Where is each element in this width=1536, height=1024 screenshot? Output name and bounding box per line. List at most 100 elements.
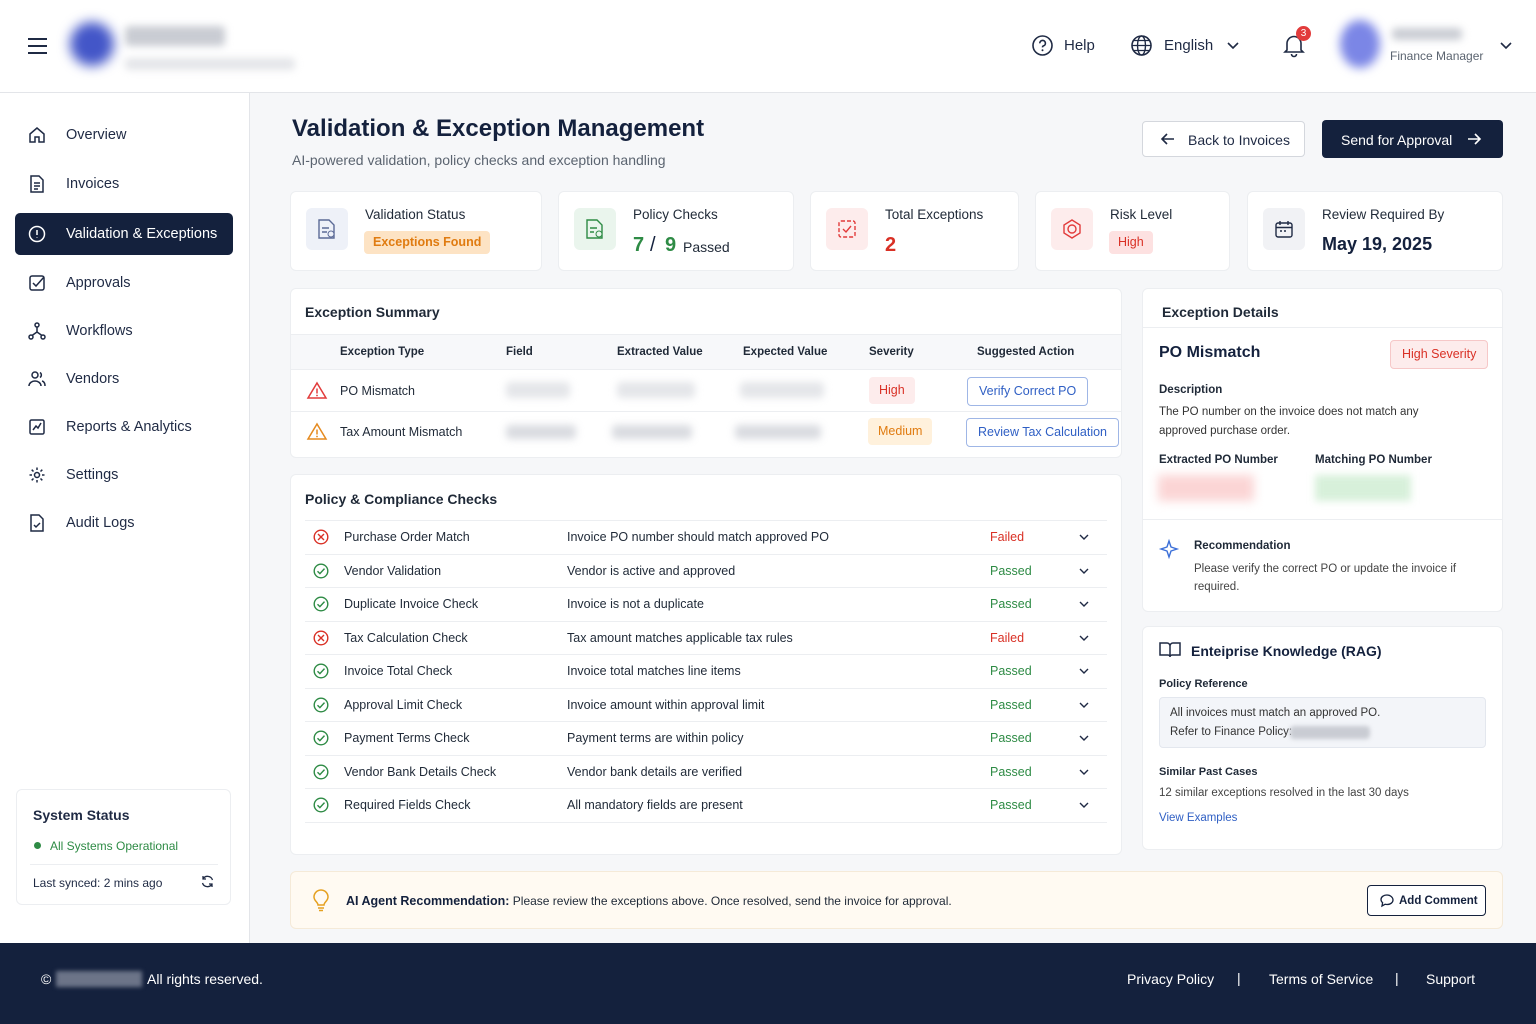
row-divider: [305, 587, 1107, 588]
stat-icon-bg: [574, 208, 616, 250]
row-divider: [305, 654, 1107, 655]
nav-icon[interactable]: [28, 418, 46, 436]
menu-icon[interactable]: [28, 38, 48, 54]
row-divider: [305, 754, 1107, 756]
nav-icon[interactable]: [28, 274, 46, 292]
nav-item[interactable]: Approvals: [66, 275, 131, 291]
logo-subtext: [125, 58, 295, 70]
expand-chevron[interactable]: [1079, 601, 1089, 608]
nav-item[interactable]: Overview: [66, 127, 127, 143]
check-description: Invoice is not a duplicate: [567, 597, 704, 611]
check-description: Vendor is active and approved: [567, 563, 736, 578]
redacted: [506, 425, 576, 439]
status-icon: [313, 562, 329, 579]
action-button[interactable]: Verify Correct PO: [967, 377, 1089, 406]
nav-item[interactable]: Validation & Exceptions: [66, 226, 218, 242]
status-icon: [313, 663, 329, 679]
doc-icon: [318, 219, 335, 239]
stat-icon-bg: [1263, 208, 1305, 250]
nav-item[interactable]: Vendors: [66, 371, 120, 387]
redacted-extracted-po: [1158, 475, 1254, 501]
exception-type: PO Mismatch: [340, 384, 416, 398]
passed-suffix: Passed: [683, 239, 730, 255]
nav-icon[interactable]: [28, 322, 46, 340]
divider: [30, 864, 218, 865]
check-name: Required Fields Check: [344, 798, 471, 812]
section-title: Policy & Compliance Checks: [305, 491, 498, 507]
stat-icon-bg: [306, 208, 348, 250]
check-status: Passed: [990, 764, 1032, 779]
status-icon: [313, 797, 329, 813]
label: Similar Past Cases: [1159, 766, 1258, 778]
nav-icon[interactable]: [28, 175, 46, 193]
page-title: Validation & Exception Management: [292, 115, 705, 142]
row-divider: [305, 788, 1107, 789]
expand-chevron[interactable]: [1079, 735, 1089, 742]
help-icon[interactable]: [1032, 35, 1053, 56]
footer-link[interactable]: Support: [1426, 971, 1476, 987]
footer-link[interactable]: Privacy Policy: [1127, 971, 1215, 987]
nav-item[interactable]: Audit Logs: [66, 515, 135, 531]
nav-icon[interactable]: [28, 514, 46, 532]
expand-chevron[interactable]: [1079, 568, 1089, 575]
status-icon: [313, 629, 329, 646]
language-chevron[interactable]: [1227, 42, 1239, 50]
user-chevron[interactable]: [1500, 42, 1512, 50]
nav-item[interactable]: Invoices: [66, 176, 120, 192]
nav-icon[interactable]: [28, 126, 46, 144]
calendar-icon: [1275, 221, 1293, 238]
view-examples-link[interactable]: View Examples: [1159, 812, 1238, 824]
nav-icon[interactable]: [28, 225, 46, 243]
action-button[interactable]: Review Tax Calculation: [966, 418, 1119, 447]
footer-separator: |: [1237, 970, 1241, 986]
check-status: Passed: [990, 798, 1032, 812]
check-name: Vendor Bank Details Check: [344, 764, 497, 779]
label: Matching PO Number: [1315, 454, 1432, 466]
label: Recommendation: [1194, 540, 1291, 552]
policy-checks-card: [290, 474, 1122, 855]
redacted: [1290, 726, 1370, 739]
back-button-label[interactable]: Back to Invoices: [1188, 132, 1290, 148]
refresh-icon[interactable]: [201, 875, 214, 888]
warning-icon: [306, 381, 328, 399]
send-button-label[interactable]: Send for Approval: [1341, 132, 1453, 148]
expand-chevron[interactable]: [1079, 635, 1089, 642]
recommendation: Please verify the correct PO or update t…: [1194, 563, 1457, 593]
check-status: Passed: [990, 664, 1032, 678]
globe-icon[interactable]: [1131, 35, 1152, 56]
check-description: Invoice PO number should match approved …: [567, 530, 829, 544]
language-select[interactable]: English: [1164, 37, 1214, 54]
ai-banner: [290, 871, 1503, 929]
expand-chevron[interactable]: [1079, 702, 1089, 709]
nav-item[interactable]: Reports & Analytics: [66, 419, 192, 435]
check-description: All mandatory fields are present: [567, 798, 743, 812]
nav-icon[interactable]: [28, 466, 46, 484]
redacted: [612, 425, 692, 439]
check-name: Payment Terms Check: [344, 731, 470, 745]
add-comment-button[interactable]: [1367, 885, 1486, 916]
expand-chevron[interactable]: [1079, 534, 1089, 541]
nav-item[interactable]: Settings: [66, 467, 119, 483]
expand-chevron[interactable]: [1079, 668, 1089, 675]
nav-icon[interactable]: [28, 370, 46, 388]
table-header-bg: [291, 334, 1121, 370]
divider: [1143, 327, 1502, 328]
add-comment-label[interactable]: Add Comment: [1399, 895, 1478, 907]
check-status: Passed: [990, 563, 1032, 578]
section-title: Exception Summary: [305, 304, 440, 320]
row-divider: [305, 721, 1107, 722]
stat-icon-bg: [1051, 208, 1093, 250]
exception-type: Tax Amount Mismatch: [340, 425, 463, 439]
column-header: Extracted Value: [617, 346, 703, 358]
check-name: Tax Calculation Check: [344, 630, 468, 645]
nav-item[interactable]: Workflows: [66, 323, 133, 339]
expand-chevron[interactable]: [1079, 769, 1089, 776]
user-role: Finance Manager: [1390, 49, 1484, 63]
expand-chevron[interactable]: [1079, 802, 1089, 809]
footer-link[interactable]: Terms of Service: [1269, 971, 1374, 987]
row-divider: [305, 822, 1107, 823]
row-divider: [305, 620, 1107, 622]
help-link[interactable]: Help: [1064, 37, 1095, 54]
